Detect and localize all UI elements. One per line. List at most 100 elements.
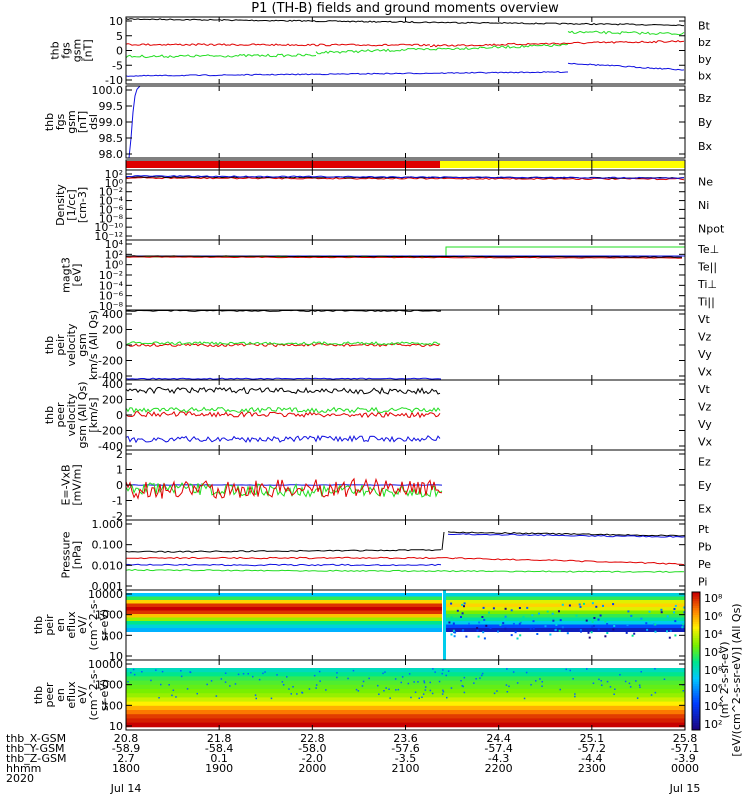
spec-peer-band: [126, 684, 685, 690]
colorbar-step: [692, 716, 700, 719]
y-axis-label: [mV/m]: [71, 464, 84, 505]
y-axis-label: gsm: [71, 39, 84, 62]
colorbar-step: [692, 679, 700, 683]
colorbar-step: [692, 628, 700, 632]
spec-peir-speckle: [666, 630, 668, 633]
spec-peir-speckle: [648, 610, 651, 613]
y-axis-label: thb: [43, 406, 56, 424]
spec-peer-speckle: [355, 688, 358, 691]
spec-peir-speckle: [660, 611, 663, 614]
y-tick-label: 99.0: [99, 116, 124, 129]
spec-peer-speckle: [539, 678, 541, 680]
x-row-value: -58.0: [298, 742, 326, 755]
spec-peir-speckle: [579, 605, 582, 608]
colorbar-step: [692, 647, 700, 650]
series-Ez-line: [125, 477, 443, 500]
spec-peer-speckle: [158, 697, 160, 699]
spec-peer-speckle: [127, 681, 129, 683]
spec-peer-speckle: [424, 689, 427, 691]
spec-peer-band: [126, 668, 685, 673]
spec-peer-speckle: [559, 688, 561, 691]
colorbar-step: [692, 617, 700, 621]
spec-peir-speckle: [518, 623, 521, 626]
spec-peir-speckle: [673, 608, 676, 610]
legend-Ti: Ti⊥: [697, 278, 717, 291]
y-axis-label: fgs: [54, 113, 67, 130]
spec-peer-speckle: [400, 681, 402, 684]
spec-peir-speckle: [580, 630, 582, 633]
spec-peer-speckle: [347, 677, 349, 680]
spec-peer-speckle: [132, 668, 135, 671]
spec-peer-speckle: [636, 697, 639, 699]
spec-peer-speckle: [362, 680, 365, 683]
spec-peir-speckle: [681, 628, 684, 631]
y-axis-label: en: [54, 618, 67, 632]
x-row-value: -57.6: [391, 742, 419, 755]
legend-by: by: [698, 53, 712, 66]
y-axis-label: Density: [54, 184, 67, 226]
y-axis-label: (cm^2-s-: [87, 600, 100, 651]
y-axis-label: sr-eV): [98, 679, 111, 711]
spec-peer-speckle: [463, 676, 466, 679]
y-tick-label: 200: [102, 324, 123, 337]
series-Ne-line: [125, 176, 685, 181]
colorbar-step: [692, 612, 700, 616]
colorbar-step: [692, 672, 700, 676]
y-tick-label: -5: [112, 59, 123, 72]
colorbar-step: [692, 697, 700, 701]
spec-peir-speckle: [477, 635, 480, 638]
spec-peir-band: [126, 624, 442, 629]
chart-title: P1 (TH-B) fields and ground moments over…: [251, 1, 559, 16]
spec-peer-speckle: [445, 674, 447, 677]
spec-peir-speckle: [591, 602, 594, 605]
y-axis-label: [1/cc]: [65, 189, 78, 220]
x-row-value: 24.4: [486, 732, 511, 745]
colorbar-label: [eV/(cm^2-s-sr-eV)] (All Qs): [730, 603, 743, 756]
y-tick-label: 100: [102, 629, 123, 642]
y-axis-label: dsl: [87, 114, 100, 130]
colorbar-step: [692, 633, 700, 637]
y-axis-label: sr-eV): [98, 609, 111, 641]
legend-Bz: Bz: [698, 92, 712, 105]
spec-peer-speckle: [336, 676, 338, 679]
spec-peir-speckle: [551, 612, 554, 615]
spec-peer-band: [126, 693, 685, 698]
series-Te-par-line: [125, 255, 683, 258]
panel-frame: [125, 16, 686, 85]
y-tick-label: -200: [98, 425, 123, 438]
spec-peer-speckle: [172, 689, 175, 691]
spec-peir-speckle: [631, 634, 634, 637]
spec-peir-speckle: [462, 629, 465, 632]
spec-peer-speckle: [313, 674, 316, 677]
spec-peer-speckle: [175, 696, 177, 698]
y-tick-label: 10²: [105, 248, 123, 261]
spec-peir-band-late: [446, 628, 685, 632]
y-axis-label: velocity: [65, 393, 78, 436]
spec-peer-speckle: [262, 672, 264, 675]
spec-peir-speckle: [481, 616, 484, 618]
spec-peer-speckle: [434, 671, 436, 673]
colorbar-label-2: (m^2-s-sr-eV): [718, 642, 731, 719]
y-tick-label: 2: [116, 448, 123, 461]
y-tick-label: 1.000: [92, 518, 124, 531]
y-tick-label: 10⁻⁶: [99, 290, 124, 303]
spec-peir-speckle: [504, 615, 507, 618]
spec-peir-speckle: [559, 619, 562, 622]
spec-peer-speckle: [481, 674, 483, 677]
colorbar-step: [692, 727, 700, 731]
spec-peer-band: [126, 714, 685, 719]
y-axis-label: fgs: [60, 42, 73, 59]
spec-peir-speckle: [522, 615, 525, 618]
spec-peer-speckle: [609, 686, 612, 688]
spec-peer-speckle: [308, 688, 311, 690]
colorbar-step: [692, 610, 700, 614]
spec-peer-speckle: [506, 691, 509, 693]
spec-peir-speckle: [666, 615, 669, 618]
x-row-value: 23.6: [393, 732, 418, 745]
series-bz-line: [125, 43, 431, 47]
spec-peir-speckle: [606, 632, 609, 634]
spec-peer-speckle: [619, 674, 621, 676]
spec-peer-speckle: [535, 680, 537, 682]
spec-peir-speckle: [646, 628, 649, 631]
spec-peir-speckle: [588, 636, 591, 639]
